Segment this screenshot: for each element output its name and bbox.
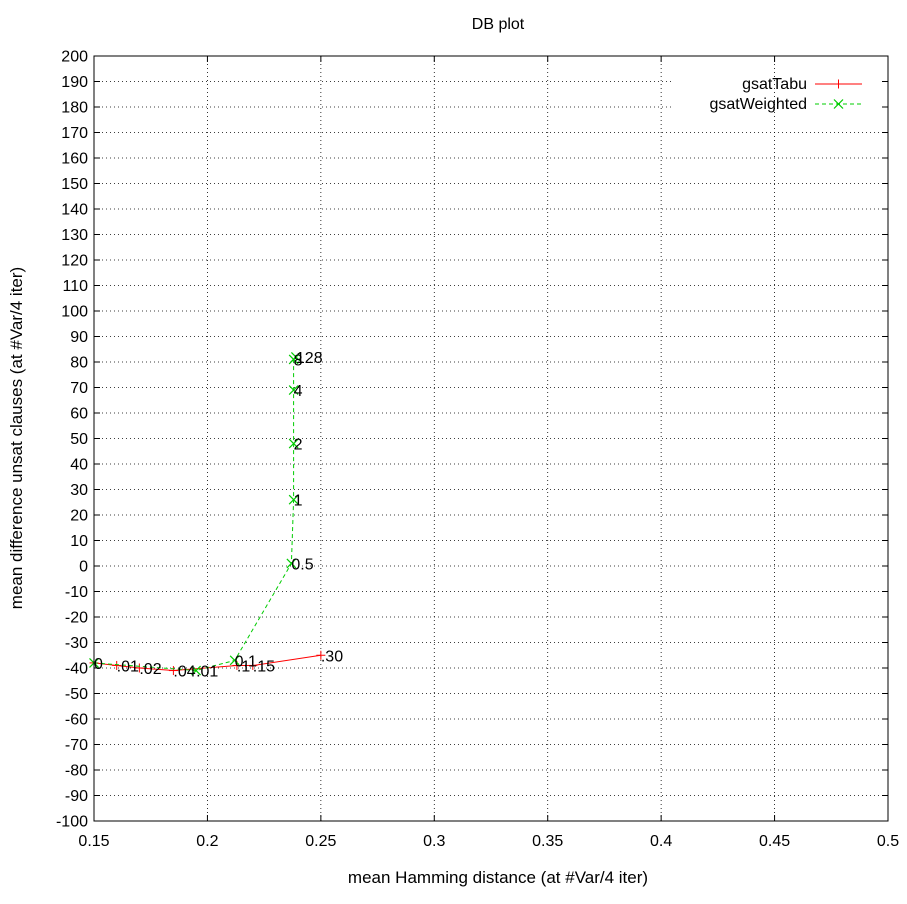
y-tick-label: 0 [79, 559, 88, 576]
y-tick-label: 150 [61, 176, 88, 193]
point-label: .15 [253, 658, 275, 675]
series-line-gsatWeighted [93, 356, 297, 672]
y-axis-label: mean difference unsat clauses (at #Var/4… [7, 267, 26, 609]
y-tick-label: 140 [61, 202, 88, 219]
x-marker [288, 438, 299, 449]
y-tick-label: 160 [61, 151, 88, 168]
point-label: 0 [94, 656, 103, 673]
grid-lines [94, 56, 888, 821]
x-tick-label: 0.2 [196, 833, 218, 850]
y-tick-label: 130 [61, 227, 88, 244]
point-label: .04 [173, 664, 195, 681]
point-label: 0.1 [235, 653, 257, 670]
y-tick-label: -60 [65, 712, 88, 729]
y-tick-label: -10 [65, 584, 88, 601]
y-tick-label: 170 [61, 125, 88, 142]
y-tick-label: 110 [62, 278, 88, 295]
y-tick-label: 50 [70, 431, 88, 448]
y-tick-label: -70 [65, 737, 88, 754]
x-tick-label: 0.45 [759, 833, 790, 850]
plot-frame [93, 55, 889, 822]
point-label: .02 [139, 661, 161, 678]
x-tick-label: 0.3 [423, 833, 445, 850]
point-label: 128 [296, 350, 323, 367]
y-tick-label: -100 [56, 814, 88, 831]
point-label: 0.5 [291, 556, 313, 573]
y-tick-label: 100 [61, 304, 88, 321]
y-tick-label: -20 [65, 610, 88, 627]
x-tick-label: 0.4 [650, 833, 672, 850]
x-marker [290, 351, 301, 362]
x-tick-label: 0.25 [305, 833, 336, 850]
point-label: .30 [321, 648, 343, 665]
y-tick-label: -40 [65, 661, 88, 678]
point-label: .01 [196, 664, 218, 681]
legend-label: gsatTabu [742, 76, 807, 93]
y-tick-label: -50 [65, 686, 88, 703]
data-series [89, 351, 326, 676]
point-label: 2 [294, 437, 303, 454]
y-tick-label: -90 [65, 788, 88, 805]
point-label: 8 [294, 352, 303, 369]
y-tick-label: 10 [70, 533, 88, 550]
y-tick-label: 200 [61, 49, 88, 66]
x-marker [191, 665, 202, 676]
point-label: 4 [294, 383, 303, 400]
x-axis-label: mean Hamming distance (at #Var/4 iter) [348, 868, 648, 887]
point-label: 1 [294, 493, 303, 510]
x-tick-label: 0.15 [78, 833, 109, 850]
x-marker [229, 655, 240, 666]
point-label: .1 [237, 658, 250, 675]
y-tick-label: 20 [70, 508, 88, 525]
legend: gsatTabu gsatWeighted [709, 76, 862, 113]
y-tick-label: 180 [61, 100, 88, 117]
x-marker [286, 558, 297, 569]
y-tick-label: 40 [70, 457, 88, 474]
y-tick-label: 190 [61, 74, 88, 91]
y-tick-label: 80 [70, 355, 88, 372]
x-tick-label: 0.5 [877, 833, 899, 850]
chart-title: DB plot [472, 16, 525, 33]
y-tick-label: 60 [70, 406, 88, 423]
y-tick-label: 90 [70, 329, 88, 346]
y-tick-label: -80 [65, 763, 88, 780]
x-marker [288, 494, 299, 505]
legend-label: gsatWeighted [709, 96, 807, 113]
y-tick-label: 70 [70, 380, 88, 397]
point-label: .01 [117, 658, 139, 675]
x-marker [833, 99, 844, 109]
axis-ticks: 0.15 0.2 0.25 0.3 0.35 0.4 0.45 0.5-100-90-80-7… [56, 49, 899, 851]
y-tick-label: 120 [61, 253, 88, 270]
x-marker [288, 385, 299, 395]
x-tick-label: 0.35 [532, 833, 563, 850]
y-tick-label: 30 [70, 482, 88, 499]
y-tick-label: -30 [65, 635, 88, 652]
